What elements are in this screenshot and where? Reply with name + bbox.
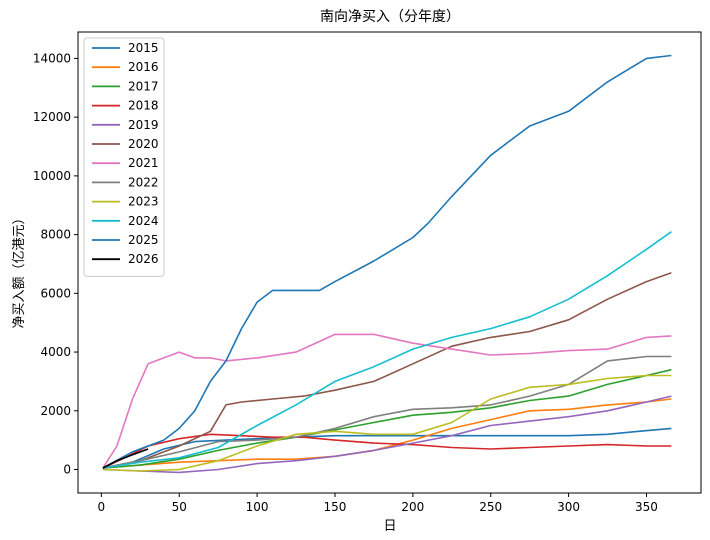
legend-label-2022: 2022 xyxy=(128,175,159,189)
series-line-2021 xyxy=(102,333,672,469)
chart-title: 南向净买入（分年度） xyxy=(320,9,460,25)
series-line-2019 xyxy=(102,395,672,474)
legend-label-2020: 2020 xyxy=(128,137,159,151)
legend-label-2023: 2023 xyxy=(128,195,159,209)
legend-label-2015: 2015 xyxy=(128,41,159,55)
y-tick-label: 0 xyxy=(63,463,71,477)
legend-box xyxy=(83,37,165,277)
series-line-2025 xyxy=(102,54,672,469)
x-tick-label: 150 xyxy=(324,500,347,514)
series-line-2023 xyxy=(102,374,672,472)
y-tick-label: 12000 xyxy=(33,110,71,124)
legend-label-2016: 2016 xyxy=(128,60,159,74)
series-line-2022 xyxy=(102,355,672,469)
x-axis-label: 日 xyxy=(383,519,396,534)
series-line-2024 xyxy=(102,231,672,469)
axes-frame xyxy=(77,31,702,494)
y-tick-label: 4000 xyxy=(40,345,71,359)
legend-label-2024: 2024 xyxy=(128,214,159,228)
series-group xyxy=(102,54,672,474)
y-tick-label: 10000 xyxy=(33,169,71,183)
y-axis-label: 净买入额（亿港元） xyxy=(12,211,27,328)
y-tick-label: 2000 xyxy=(40,404,71,418)
y-tick-label: 14000 xyxy=(33,51,71,65)
series-line-2017 xyxy=(102,368,672,469)
legend-label-2025: 2025 xyxy=(128,233,159,247)
plot-area: 0 50 100 150 200 250 300 350 0 2000 4000 6000 8000 10… xyxy=(33,31,702,514)
x-tick-label: 300 xyxy=(557,500,580,514)
series-line-2016 xyxy=(102,398,672,469)
legend-label-2026: 2026 xyxy=(128,252,159,266)
series-line-2026 xyxy=(102,448,149,469)
x-tick-label: 200 xyxy=(401,500,424,514)
y-tick-label: 8000 xyxy=(40,228,71,242)
x-tick-label: 0 xyxy=(98,500,106,514)
legend-label-2018: 2018 xyxy=(128,99,159,113)
y-tick-label: 6000 xyxy=(40,286,71,300)
legend: 2015 2016 2017 2018 2019 2020 2021 2022 2023 2024… xyxy=(83,37,165,277)
series-line-2020 xyxy=(102,272,672,469)
legend-label-2017: 2017 xyxy=(128,79,159,93)
x-tick-label: 50 xyxy=(172,500,187,514)
x-tick-label: 100 xyxy=(246,500,269,514)
legend-label-2019: 2019 xyxy=(128,118,159,132)
legend-label-2021: 2021 xyxy=(128,156,159,170)
x-tick-label: 250 xyxy=(479,500,502,514)
series-line-2018 xyxy=(102,433,672,469)
x-tick-label: 350 xyxy=(635,500,658,514)
